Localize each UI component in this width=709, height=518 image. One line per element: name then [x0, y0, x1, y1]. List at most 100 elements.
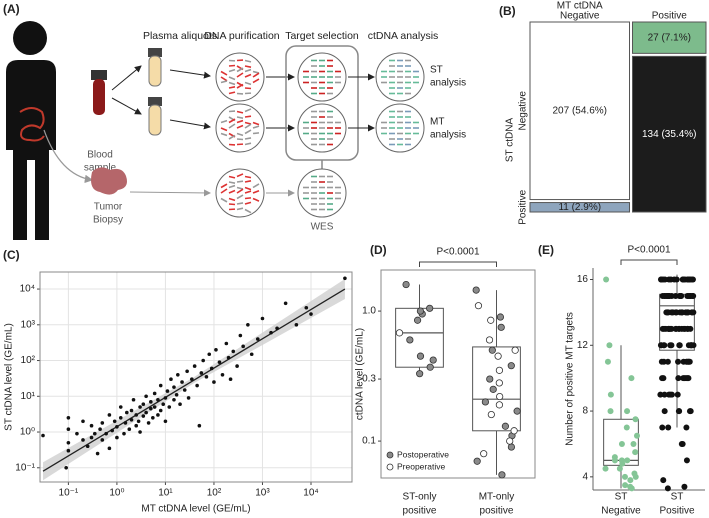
arrow — [170, 120, 210, 127]
value-label: 134 (35.4%) — [642, 129, 696, 140]
point — [514, 408, 520, 414]
tumor-label: Tumor — [94, 202, 123, 213]
point — [75, 432, 79, 436]
panel-label: (E) — [538, 243, 554, 257]
point — [64, 466, 68, 470]
point — [634, 433, 640, 439]
point — [132, 398, 136, 402]
panel-label: (A) — [3, 2, 20, 16]
value-label: 207 (54.6%) — [553, 105, 607, 116]
point — [660, 326, 666, 332]
point — [683, 425, 689, 431]
point — [41, 434, 45, 438]
point — [512, 347, 518, 353]
point — [169, 377, 173, 381]
point — [142, 414, 146, 418]
point — [205, 375, 209, 379]
y-tick-label: 10⁰ — [20, 427, 35, 438]
analysis-label: analysis — [430, 78, 466, 89]
point — [486, 337, 492, 343]
point — [487, 376, 493, 382]
x-tick-label: 10⁻¹ — [59, 488, 79, 499]
point — [662, 392, 668, 398]
point — [689, 277, 695, 283]
point — [511, 428, 517, 434]
decor-dash — [245, 177, 251, 178]
y-tick-label: 1.0 — [362, 306, 376, 317]
point — [210, 367, 214, 371]
box — [660, 294, 695, 350]
point — [108, 447, 112, 451]
y-tick-label: 12 — [577, 340, 589, 351]
point — [612, 454, 618, 460]
point — [605, 359, 611, 365]
point — [426, 305, 432, 311]
point — [666, 293, 672, 299]
legend-label: Preoperative — [397, 461, 445, 471]
chart-title: MT ctDNA — [557, 1, 603, 12]
point — [67, 416, 71, 420]
point — [180, 380, 184, 384]
point — [239, 334, 243, 338]
point — [480, 450, 486, 456]
point — [496, 367, 502, 373]
point — [142, 402, 146, 406]
point — [304, 306, 308, 310]
decor-dash — [229, 182, 235, 183]
point — [153, 405, 157, 409]
decor-dash — [237, 181, 243, 182]
point — [159, 409, 163, 413]
point — [134, 413, 138, 417]
point — [119, 416, 123, 420]
point — [668, 309, 674, 315]
point — [108, 413, 112, 417]
point — [138, 405, 142, 409]
point — [67, 449, 71, 453]
point — [229, 377, 233, 381]
point — [67, 441, 71, 445]
point — [115, 436, 119, 440]
point — [153, 392, 157, 396]
point — [497, 314, 503, 320]
point — [665, 425, 671, 431]
point — [414, 317, 420, 323]
point — [659, 359, 665, 365]
point — [622, 474, 628, 480]
point — [667, 392, 673, 398]
decor-dash — [229, 204, 235, 205]
blood-tube — [93, 79, 105, 115]
decor-dash — [237, 139, 243, 140]
point — [617, 466, 623, 472]
y-tick-label: 0.1 — [362, 436, 376, 447]
point — [190, 377, 194, 381]
point — [673, 326, 679, 332]
point — [668, 277, 674, 283]
point — [687, 293, 693, 299]
decor-dash — [245, 138, 251, 139]
point — [156, 398, 160, 402]
point — [473, 287, 479, 293]
point — [633, 474, 639, 480]
point — [403, 281, 409, 287]
point — [608, 392, 614, 398]
significance-bracket — [420, 262, 497, 267]
x-tick-label: 10³ — [255, 488, 270, 499]
point — [680, 277, 686, 283]
y-tick-label: 10¹ — [21, 391, 36, 402]
point — [149, 407, 153, 411]
y-axis-label: ST ctDNA level (GE/mL) — [4, 323, 15, 431]
x-tick-label: positive — [480, 506, 514, 517]
point — [608, 408, 614, 414]
point — [124, 421, 128, 425]
point — [684, 359, 690, 365]
point — [90, 424, 94, 428]
blood-label: Blood — [87, 150, 113, 161]
legend-marker — [387, 464, 393, 470]
x-tick-label: 10¹ — [158, 488, 173, 499]
point — [685, 375, 691, 381]
point — [284, 301, 288, 305]
point — [98, 427, 102, 431]
point — [193, 364, 197, 368]
decor-dash — [237, 203, 243, 204]
